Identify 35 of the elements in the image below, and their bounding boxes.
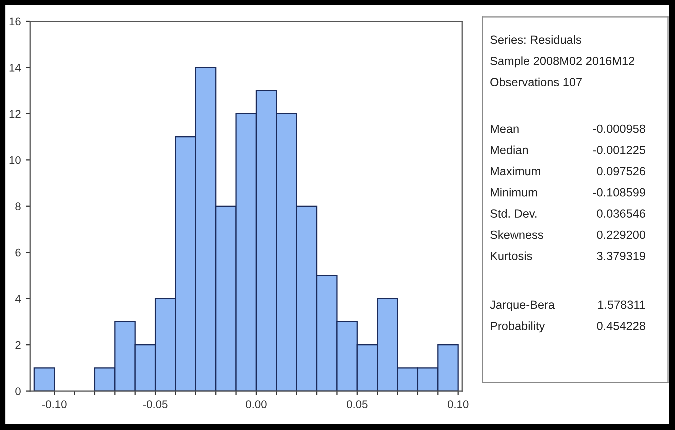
text: Kurtosis (491, 252, 532, 260)
text: 0.097526 (597, 167, 646, 176)
text: Skewness (490, 230, 544, 240)
text: Probability (491, 322, 546, 333)
text: 1.578311 (598, 300, 646, 310)
text: Observations 107 (490, 78, 582, 87)
text: Minimum (491, 188, 538, 197)
text: 3.379319 (597, 252, 646, 260)
y-tick-label: 0 (16, 388, 21, 396)
x-tick-label: 0.00 (246, 400, 267, 408)
y-tick-label: 12 (10, 110, 21, 118)
text: Maximum (491, 166, 540, 176)
x-tick-label: 0.05 (347, 400, 368, 408)
text: Std. Dev. (490, 209, 537, 218)
y-tick-label: 8 (16, 202, 21, 211)
x-tick-label: -0.05 (143, 400, 168, 408)
text: 0.036546 (597, 210, 646, 218)
y-tick-label: 6 (16, 248, 21, 257)
text: 0.454228 (597, 322, 646, 330)
y-tick-label: 4 (15, 295, 22, 303)
text: Mean (491, 124, 519, 134)
y-tick-label: 14 (10, 64, 22, 72)
y-tick-label: 2 (16, 341, 21, 350)
text: Series: Residuals (490, 35, 582, 44)
x-tick-label: 0.10 (448, 400, 469, 408)
text: Median (491, 146, 528, 154)
text: -0.001225 (593, 146, 646, 154)
text: 0.229200 (597, 230, 646, 240)
text: -0.000958 (593, 124, 646, 134)
text: -0.108599 (593, 188, 646, 197)
text: Jarque-Bera (490, 300, 556, 312)
y-tick-label: 10 (10, 156, 21, 164)
x-tick-label: -0.10 (42, 400, 67, 408)
y-tick-label: 16 (10, 18, 21, 26)
text: Sample 2008M02 2016M12 (490, 56, 634, 68)
